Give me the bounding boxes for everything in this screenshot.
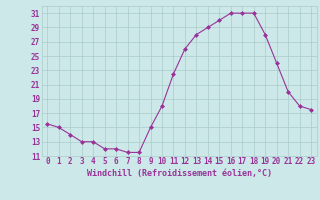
X-axis label: Windchill (Refroidissement éolien,°C): Windchill (Refroidissement éolien,°C) xyxy=(87,169,272,178)
